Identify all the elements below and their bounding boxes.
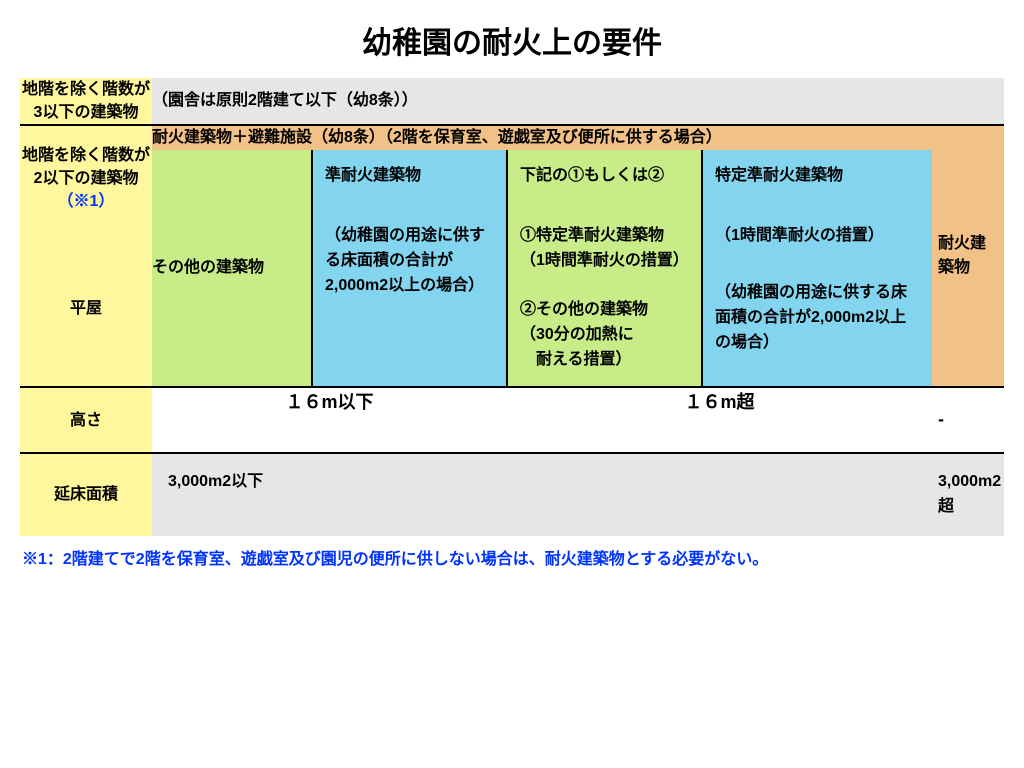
cell-semi-fire-bot: （幼稚園の用途に供する床面積の合計が2,000m2以上の場合）	[313, 218, 506, 312]
cell-specific-mid: （1時間準耐火の措置）	[703, 218, 932, 263]
area-left: 3,000m2以下	[152, 453, 312, 536]
height-right: １６m超	[507, 387, 932, 453]
fire-building-side: 耐火建築物	[932, 220, 1004, 292]
cell-specific-bot: （幼稚園の用途に供する床面積の合計が2,000m2以上の場合）	[703, 263, 932, 369]
requirements-table: 地階を除く階数が3以下の建築物 （園舎は原則2階建て以下（幼8条）） 地階を除く…	[20, 78, 1004, 536]
row2-header: 地階を除く階数が2以下の建築物 （※1）	[20, 125, 152, 231]
row1-body: （園舎は原則2階建て以下（幼8条））	[152, 78, 1004, 125]
cell-semi-fire-top: 準耐火建築物	[313, 150, 506, 218]
cell-options-mid: ①特定準耐火建築物 （1時間準耐火の措置）	[508, 218, 701, 288]
area-right: 3,000m2超	[932, 453, 1004, 536]
row5-header: 延床面積	[20, 453, 152, 536]
row4-header: 高さ	[20, 387, 152, 453]
height-dash: -	[932, 387, 1004, 453]
cell-options-bot: ②その他の建築物 （30分の加熱に 耐える措置）	[508, 288, 701, 386]
cell-specific-top: 特定準耐火建築物	[703, 150, 932, 218]
row3-header: 平屋	[20, 231, 152, 387]
cell-other-building: その他の建築物	[152, 150, 312, 386]
cell-options-top: 下記の①もしくは②	[508, 150, 701, 218]
row2-header-note: （※1）	[58, 193, 115, 210]
area-middle-blank	[312, 453, 932, 536]
row2-header-text: 地階を除く階数が2以下の建築物	[22, 147, 150, 187]
height-left: １６m以下	[152, 387, 507, 453]
row1-header: 地階を除く階数が3以下の建築物	[20, 78, 152, 125]
footnote: ※1：2階建てで2階を保育室、遊戯室及び園児の便所に供しない場合は、耐火建築物と…	[20, 536, 1004, 572]
page-title: 幼稚園の耐火上の要件	[20, 18, 1004, 62]
orange-band: 耐火建築物＋避難施設（幼8条）（2階を保育室、遊戯室及び便所に供する場合）	[152, 126, 932, 150]
